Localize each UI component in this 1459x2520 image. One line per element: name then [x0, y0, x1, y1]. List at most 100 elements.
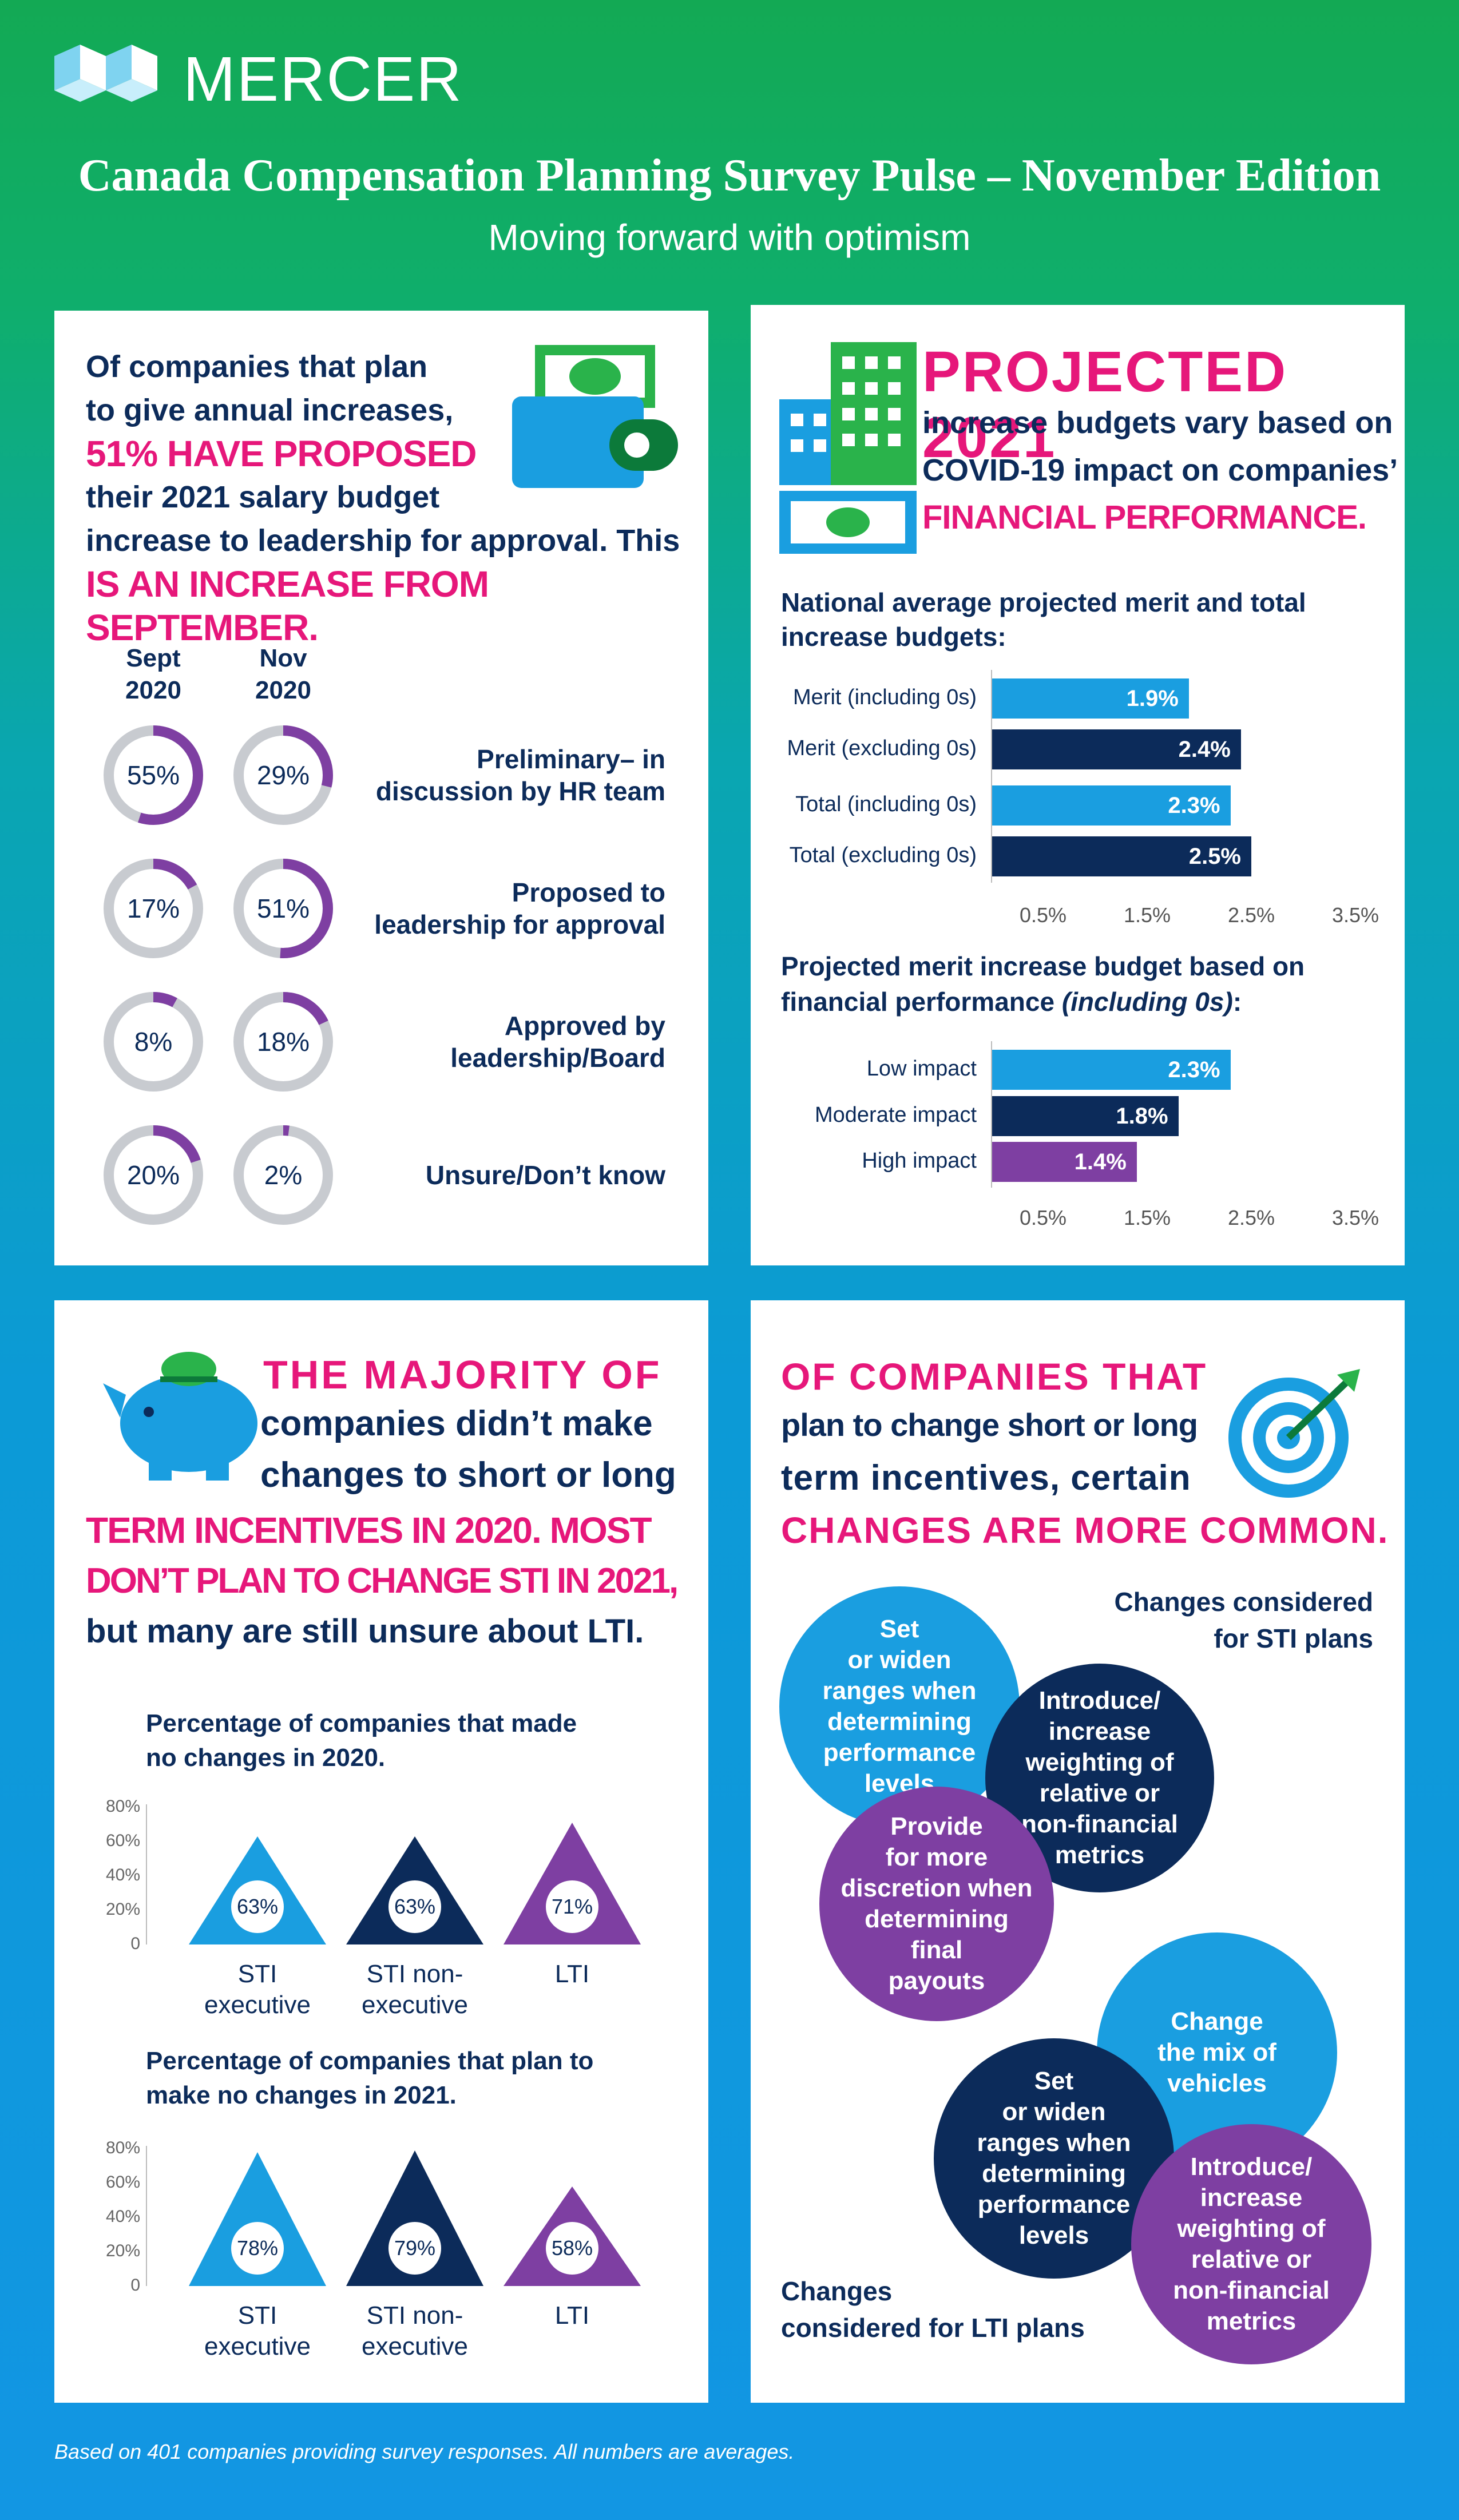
triangle-value: 71%	[546, 1880, 598, 1933]
bar: 1.8%	[991, 1096, 1179, 1136]
y-axis-line	[991, 670, 992, 883]
sti-circle-ranges: Set or widen ranges when determining per…	[779, 1586, 1020, 1827]
p4-line4: CHANGES ARE MORE COMMON.	[781, 1510, 1389, 1551]
x-tick: 1.5%	[1123, 903, 1171, 927]
brand-name: MERCER	[183, 44, 463, 114]
p3-line5: DON’T PLAN TO CHANGE STI IN 2021,	[86, 1561, 679, 1601]
bar: 2.4%	[991, 729, 1241, 769]
bar-label: Merit (excluding 0s)	[787, 736, 977, 760]
col-nov-2020: Nov 2020	[255, 644, 311, 704]
p1-line1: Of companies that plan	[86, 350, 428, 384]
page-subtitle: Moving forward with optimism	[488, 217, 971, 258]
bar: 2.3%	[991, 785, 1231, 826]
p3-line4: TERM INCENTIVES IN 2020. MOST	[86, 1510, 652, 1551]
donut-value: 8%	[134, 1027, 173, 1057]
donut-sept-1: 17%	[102, 857, 205, 960]
row-label-0: Preliminary– in discussion by HR team	[375, 744, 665, 806]
category-label: STI executive	[204, 2301, 311, 2360]
p2-line3: COVID-19 impact on companies’	[922, 453, 1398, 487]
donut-nov-3: 2%	[232, 1124, 335, 1227]
page-title: Canada Compensation Planning Survey Puls…	[78, 150, 1381, 201]
target-icon	[1226, 1363, 1374, 1501]
incentives-panel: THE MAJORITY OF companies didn’t make ch…	[54, 1300, 708, 2403]
category-label: STI executive	[204, 1960, 311, 2019]
projected-budget-panel: PROJECTED 2021 increase budgets vary bas…	[751, 305, 1405, 1265]
row-label-1: Proposed to leadership for approval	[374, 878, 665, 939]
p4-line1: OF COMPANIES THAT	[781, 1355, 1208, 1398]
x-tick: 2.5%	[1227, 903, 1275, 927]
p3-line2: companies didn’t make	[260, 1404, 653, 1443]
p3-line3: changes to short or long	[260, 1455, 676, 1495]
p1-line3: 51% HAVE PROPOSED	[86, 433, 477, 474]
x-tick: 1.5%	[1123, 1206, 1171, 1229]
y-tick: 60%	[105, 2173, 140, 2192]
p1-line4: their 2021 salary budget	[86, 480, 440, 514]
x-tick: 3.5%	[1331, 1206, 1379, 1229]
y-tick: 80%	[105, 2138, 140, 2157]
triangle-value: 63%	[388, 1880, 441, 1933]
donut-value: 20%	[126, 1160, 180, 1190]
y-tick: 60%	[105, 1831, 140, 1850]
bar: 2.3%	[991, 1050, 1231, 1090]
bar-label: Merit (including 0s)	[793, 685, 977, 709]
lti-circle-weighting: Introduce/ increase weighting of relativ…	[1131, 2124, 1371, 2364]
y-axis-line	[146, 1804, 147, 1944]
bar: 1.9%	[991, 678, 1189, 719]
category-label: STI non- executive	[362, 2301, 468, 2360]
wallet-icon	[506, 345, 678, 488]
donut-sept-3: 20%	[102, 1124, 205, 1227]
triangle-mark	[346, 2150, 483, 2286]
lti-title: Changes considered for LTI plans	[781, 2276, 1085, 2343]
salary-budget-panel: Of companies that plan to give annual in…	[54, 311, 708, 1265]
mercer-logo-icon	[54, 45, 157, 113]
y-tick: 20%	[105, 1900, 140, 1919]
y-tick: 40%	[105, 1866, 140, 1884]
p1-line5: increase to leadership for approval. Thi…	[86, 523, 680, 558]
triangle-value: 63%	[231, 1880, 284, 1933]
bar-label: Total (including 0s)	[795, 792, 977, 816]
y-tick: 0	[130, 1934, 140, 1953]
p3-line6: but many are still unsure about LTI.	[86, 1613, 644, 1650]
donut-value: 51%	[256, 894, 310, 923]
y-tick: 0	[130, 2276, 140, 2295]
bar-label: High impact	[862, 1149, 977, 1173]
y-tick: 80%	[105, 1797, 140, 1816]
x-tick: 3.5%	[1331, 903, 1379, 927]
bar-label: Low impact	[866, 1057, 977, 1081]
p1-line2: to give annual increases,	[86, 393, 454, 427]
x-tick: 0.5%	[1019, 903, 1067, 927]
bar-label: Moderate impact	[814, 1103, 977, 1127]
triangle-mark	[189, 2152, 326, 2286]
triangle-value: 78%	[231, 2222, 284, 2275]
p2-line4: FINANCIAL PERFORMANCE.	[922, 499, 1367, 536]
donut-value: 29%	[256, 760, 310, 790]
donut-value: 2%	[264, 1160, 303, 1190]
donut-nov-1: 51%	[232, 857, 335, 960]
category-label: LTI	[554, 2301, 590, 2329]
category-label: LTI	[554, 1960, 590, 1988]
donut-value: 18%	[256, 1027, 310, 1057]
bar: 1.4%	[991, 1142, 1137, 1182]
row-label-3: Unsure/Don’t know	[425, 1160, 665, 1190]
p4-line2: plan to change short or long	[781, 1407, 1198, 1443]
donut-nov-2: 18%	[232, 990, 335, 1093]
donut-value: 17%	[126, 894, 180, 923]
chart1-title: National average projected merit and tot…	[781, 588, 1306, 652]
category-label: STI non- executive	[362, 1960, 468, 2019]
tri-chart2-title: Percentage of companies that plan to mak…	[146, 2047, 594, 2109]
incentive-changes-panel: OF COMPANIES THAT plan to change short o…	[751, 1300, 1405, 2403]
row-label-2: Approved by leadership/Board	[450, 1011, 665, 1073]
bar-label: Total (excluding 0s)	[789, 843, 977, 867]
p1-line6: IS AN INCREASE FROM SEPTEMBER.	[86, 563, 489, 648]
footnote: Based on 401 companies providing survey …	[54, 2440, 795, 2463]
sti-circle-discretion: Provide for more discretion when determi…	[819, 1787, 1054, 2021]
sti-title: Changes considered for STI plans	[1114, 1587, 1373, 1653]
y-axis-line	[991, 1041, 992, 1188]
triangle-value: 79%	[388, 2222, 441, 2275]
bar: 2.5%	[991, 836, 1251, 876]
buildings-money-icon	[779, 342, 917, 554]
x-tick: 0.5%	[1019, 1206, 1067, 1229]
donut-sept-2: 8%	[102, 990, 205, 1093]
y-axis-line	[146, 2146, 147, 2286]
p4-line3: term incentives, certain	[781, 1458, 1191, 1498]
